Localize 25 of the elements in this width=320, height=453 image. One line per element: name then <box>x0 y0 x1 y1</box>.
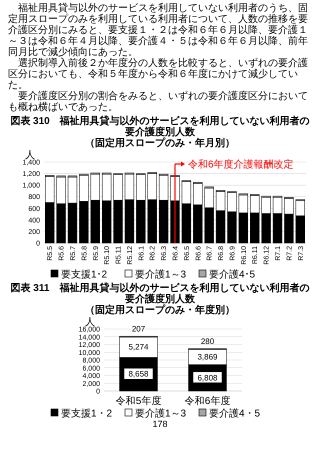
legend-label: 要支援1・2 <box>61 408 113 420</box>
chart-title: 図表 310 福祉用具貸与以外のサービスを利用していない利用者の要介護度別人数 <box>9 116 311 138</box>
chart-subtitle: （固定用スロープのみ・年月別） <box>84 138 236 149</box>
legend-label: 要介護1～3 <box>135 408 187 420</box>
text: 要介護度区分別の割合をみると、いずれの要介護度区分においても概ね横ばいであった。 <box>8 91 309 113</box>
legend-label: 要介護1～3 <box>135 268 187 280</box>
y-axis-title: 人 <box>25 150 35 161</box>
text: 選択制導入前後２か年度分の人数を比較すると、いずれの要介護区分においても、令和５年度から令和６年度にかけて減少していた。 <box>8 58 309 91</box>
data-label: 6,808 <box>197 373 218 382</box>
data-label: 3,869 <box>197 352 218 362</box>
data-label: 8,658 <box>128 370 150 379</box>
text: 福祉用具貸与以外のサービスを利用していない利用者のうち、固定用スロープのみを利用している利用者について、人数の推移を要介護区分別にみると、要支援１・２は令和６年６月以降、要介護１～３は令和６年４月以降、要介護４・５は令和６年６月以降、前年同月比で減少傾向にあった。 <box>8 3 309 58</box>
data-label: 280 <box>200 337 215 346</box>
chart-title: 図表 311 福祉用具貸与以外のサービスを利用していない利用者の要介護度別人数 <box>10 283 310 305</box>
legend-label: 要支援1･2 <box>61 268 108 280</box>
ref-line-label: 令和6年度介護報酬改定 <box>188 158 294 170</box>
legend-label: 要介護4･5 <box>209 268 256 280</box>
data-label: 207 <box>132 324 146 334</box>
y-axis-title: 人 <box>85 317 95 328</box>
chart-subtitle: （固定用スロープのみ・年度別） <box>84 305 236 316</box>
legend-label: 要介護4・5 <box>209 408 261 420</box>
x-tick-label: 令和5年度 <box>116 395 162 407</box>
x-tick-label: 令和6年度 <box>184 395 230 407</box>
text: 178 <box>151 419 169 429</box>
data-label: 5,274 <box>128 342 150 352</box>
